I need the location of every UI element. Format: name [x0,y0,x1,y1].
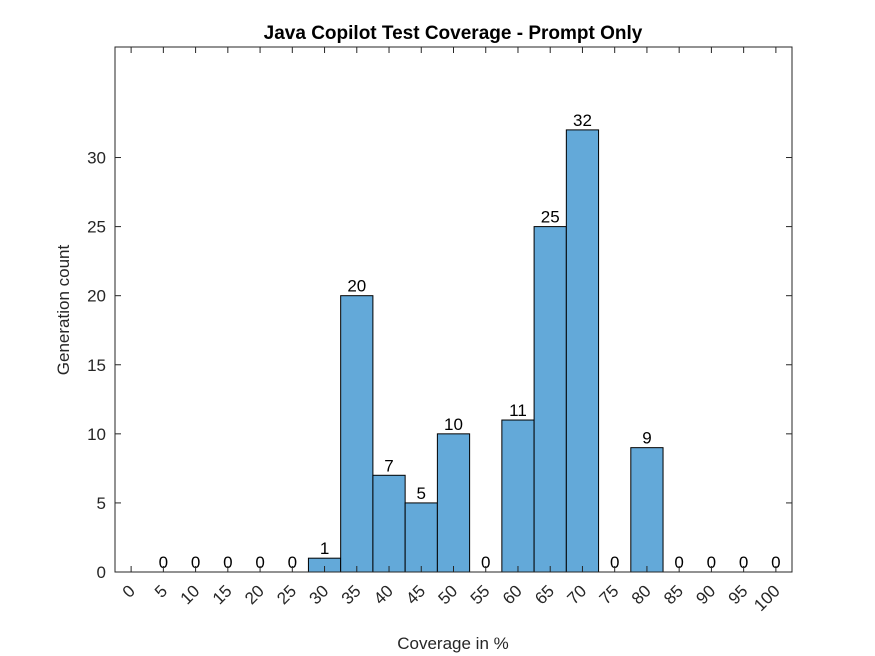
data-label-60: 25 [541,208,560,227]
x-tick-label-90: 90 [692,581,719,608]
data-label-70: 0 [610,553,619,572]
x-tick-label-50: 50 [435,581,462,608]
data-label-80: 0 [674,553,683,572]
bar-35 [372,474,406,573]
y-axis-label: Generation count [54,245,73,376]
bar-75 [630,447,664,573]
x-axis-label: Coverage in % [397,634,509,653]
y-tick-label-10: 10 [87,425,106,444]
x-tick-label-60: 60 [499,581,526,608]
y-tick-label-15: 15 [87,356,106,375]
x-tick-label-85: 85 [660,581,687,608]
x-tick-label-10: 10 [177,581,204,608]
y-tick-labels: 0 5 10 15 20 25 30 [87,149,106,582]
x-tick-label-70: 70 [563,581,590,608]
data-label-65: 32 [573,111,592,130]
x-tick-label-30: 30 [306,581,333,608]
x-tick-label-80: 80 [628,581,655,608]
data-label-90: 0 [739,553,748,572]
x-tick-label-35: 35 [338,581,365,608]
bar-55 [501,419,535,573]
data-label-25: 1 [320,539,329,558]
data-label-15: 0 [255,553,264,572]
bar-45 [436,433,471,573]
x-tick-label-20: 20 [241,581,268,608]
x-tick-label-45: 45 [402,581,429,608]
data-label-85: 0 [707,553,716,572]
y-tick-label-5: 5 [97,494,106,513]
data-label-20: 0 [288,553,297,572]
y-tick-label-25: 25 [87,218,106,237]
x-tick-label-15: 15 [209,581,236,608]
bar-40 [404,502,438,573]
data-label-50: 0 [481,553,490,572]
x-tick-labels: 0 5 10 15 20 25 30 35 40 45 50 55 60 65 70 75 80 85 90 9510… [119,581,784,614]
x-tick-label-5: 5 [151,581,171,601]
x-tick-label-65: 65 [531,581,558,608]
data-label-5: 0 [191,553,200,572]
axes-layer [114,46,793,573]
data-label-75: 9 [642,429,651,448]
data-label-95: 0 [771,553,780,572]
data-labels-layer: 0 0 0 0 0 1 20 7 5 10 0 11 25 32 0 9 0 0 0 0 [159,111,781,572]
x-tick-label-75: 75 [596,581,623,608]
data-label-55: 11 [509,401,527,420]
data-label-30: 20 [347,277,366,296]
bar-65 [565,129,600,573]
y-tick-label-30: 30 [87,149,106,168]
data-label-35: 7 [384,456,393,475]
data-label-45: 10 [444,415,463,434]
x-tick-label-55: 55 [467,581,494,608]
x-tick-label-0: 0 [119,581,139,601]
chart-title: Java Copilot Test Coverage - Prompt Only [264,23,643,44]
bar-30 [340,295,374,573]
x-tick-label-100: 100 [750,581,783,614]
data-label-10: 0 [223,553,232,572]
data-label-0: 0 [159,553,168,572]
x-tick-label-25: 25 [273,581,300,608]
x-tick-label-40: 40 [370,581,397,608]
bars-layer [307,129,664,573]
data-label-40: 5 [417,484,426,503]
x-tick-label-95: 95 [725,581,752,608]
y-tick-label-20: 20 [87,287,106,306]
y-tick-label-0: 0 [97,563,106,582]
bar-60 [533,226,567,573]
